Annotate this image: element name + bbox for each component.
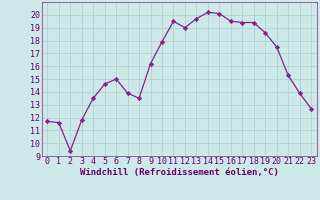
X-axis label: Windchill (Refroidissement éolien,°C): Windchill (Refroidissement éolien,°C) bbox=[80, 168, 279, 177]
